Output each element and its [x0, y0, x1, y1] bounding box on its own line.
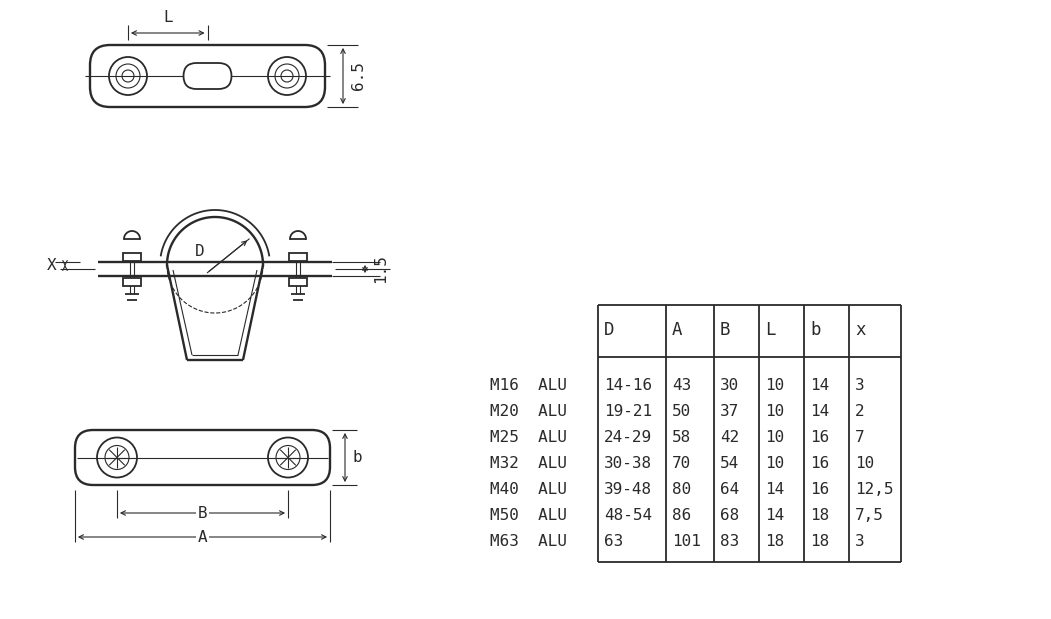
Text: B: B	[720, 321, 730, 339]
Text: 14: 14	[765, 482, 784, 496]
Text: 83: 83	[720, 534, 739, 548]
Text: 50: 50	[672, 404, 692, 418]
Text: 18: 18	[765, 534, 784, 548]
FancyBboxPatch shape	[184, 63, 231, 89]
Text: 7,5: 7,5	[856, 508, 884, 522]
Text: 16: 16	[810, 456, 829, 470]
FancyBboxPatch shape	[90, 45, 325, 107]
FancyBboxPatch shape	[75, 430, 330, 485]
Text: M20  ALU: M20 ALU	[490, 404, 566, 418]
Text: 10: 10	[765, 430, 784, 444]
Text: X: X	[47, 258, 57, 273]
FancyBboxPatch shape	[123, 278, 141, 286]
FancyBboxPatch shape	[289, 278, 307, 286]
Text: 7: 7	[856, 430, 865, 444]
Text: M63  ALU: M63 ALU	[490, 534, 566, 548]
Text: D: D	[604, 321, 615, 339]
Text: 63: 63	[604, 534, 623, 548]
Text: 37: 37	[720, 404, 739, 418]
Text: b: b	[810, 321, 821, 339]
Text: 30: 30	[720, 378, 739, 392]
Text: 18: 18	[810, 508, 829, 522]
Text: 86: 86	[672, 508, 692, 522]
Text: M50  ALU: M50 ALU	[490, 508, 566, 522]
Text: 10: 10	[856, 456, 874, 470]
Text: M16  ALU: M16 ALU	[490, 378, 566, 392]
Text: 10: 10	[765, 456, 784, 470]
Text: M40  ALU: M40 ALU	[490, 482, 566, 496]
Text: 30-38: 30-38	[604, 456, 652, 470]
Text: 10: 10	[765, 378, 784, 392]
Text: b: b	[353, 450, 363, 465]
Text: 24-29: 24-29	[604, 430, 652, 444]
Text: 39-48: 39-48	[604, 482, 652, 496]
Text: 3: 3	[856, 534, 865, 548]
Text: A: A	[672, 321, 682, 339]
Text: 14: 14	[810, 378, 829, 392]
Text: 18: 18	[810, 534, 829, 548]
Text: 16: 16	[810, 430, 829, 444]
Text: 14: 14	[765, 508, 784, 522]
Text: 43: 43	[672, 378, 692, 392]
Text: 54: 54	[720, 456, 739, 470]
Text: x: x	[856, 321, 866, 339]
Text: 58: 58	[672, 430, 692, 444]
Text: A: A	[198, 529, 207, 545]
Text: M25  ALU: M25 ALU	[490, 430, 566, 444]
Text: 3: 3	[856, 378, 865, 392]
Text: 16: 16	[810, 482, 829, 496]
Text: D: D	[195, 243, 205, 259]
Text: L: L	[765, 321, 776, 339]
Text: 80: 80	[672, 482, 692, 496]
FancyBboxPatch shape	[123, 253, 141, 261]
Text: 42: 42	[720, 430, 739, 444]
Text: M32  ALU: M32 ALU	[490, 456, 566, 470]
Text: 6.5: 6.5	[351, 61, 366, 90]
Text: 19-21: 19-21	[604, 404, 652, 418]
Text: 12,5: 12,5	[856, 482, 893, 496]
FancyBboxPatch shape	[289, 253, 307, 261]
Text: L: L	[163, 9, 172, 25]
Text: B: B	[198, 506, 207, 521]
Text: 70: 70	[672, 456, 692, 470]
Text: 68: 68	[720, 508, 739, 522]
Text: 101: 101	[672, 534, 701, 548]
Text: 14-16: 14-16	[604, 378, 652, 392]
Text: 64: 64	[720, 482, 739, 496]
Text: 48-54: 48-54	[604, 508, 652, 522]
Text: 14: 14	[810, 404, 829, 418]
Text: 10: 10	[765, 404, 784, 418]
Text: 1.5: 1.5	[373, 254, 388, 284]
Text: 2: 2	[856, 404, 865, 418]
